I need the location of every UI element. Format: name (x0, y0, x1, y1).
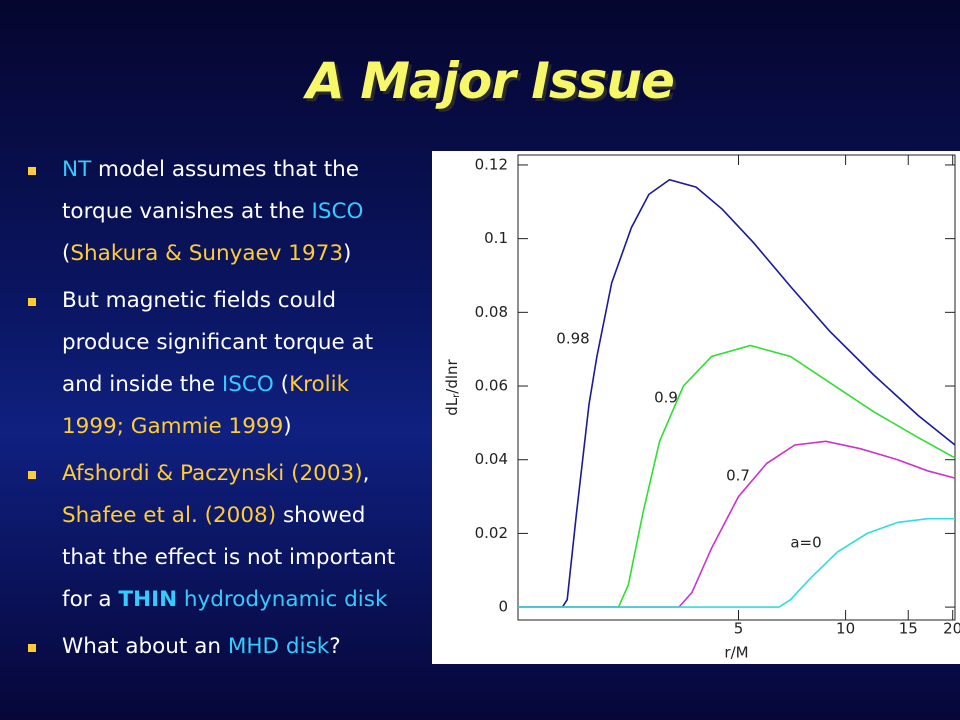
text-run: Afshordi & Paczynski (2003) (62, 461, 363, 486)
text-run: and inside the (62, 372, 222, 397)
x-tick-label: 5 (734, 620, 744, 638)
y-tick-label: 0 (498, 598, 508, 616)
text-line: What about an MHD disk? (62, 626, 438, 668)
text-run: THIN (118, 587, 178, 612)
text-run: Shafee et al. (2008) (62, 503, 277, 528)
y-tick-label: 0.02 (475, 524, 508, 542)
series-line (518, 344, 956, 608)
text-run: ? (329, 634, 341, 659)
text-line: NT model assumes that the (62, 149, 438, 191)
y-tick-label: 0.12 (475, 155, 508, 173)
text-run: ( (62, 241, 71, 266)
text-run: Shakura & Sunyaev 1973 (70, 241, 344, 266)
text-run: What about an (62, 634, 228, 659)
series-line (518, 440, 956, 608)
chart: 0 0.02 0.04 0.06 0.08 0.1 0.12 5 10 15 20 r/M dLr/dl… (443, 154, 960, 662)
series-line (518, 517, 955, 608)
x-tick-label: 10 (836, 620, 855, 638)
text-run: produce significant torque at (62, 330, 374, 355)
bullet-marker (28, 644, 36, 652)
text-run: NT (62, 157, 92, 182)
series-label: 0.7 (726, 467, 750, 485)
text-run: torque vanishes at the (62, 199, 312, 224)
y-tick-label: 0.08 (475, 303, 508, 321)
text-line: But magnetic fields could (62, 280, 438, 322)
series-label: 0.9 (654, 389, 678, 407)
text-run: model assumes that the (91, 157, 360, 182)
text-run: for a (62, 587, 119, 612)
text-run: ) (283, 414, 292, 439)
series-label: a=0 (790, 534, 821, 552)
text-line: produce significant torque at (62, 322, 438, 364)
slide-title: A Major Issue (306, 52, 675, 110)
series-label: 0.98 (556, 330, 589, 348)
text-run: that the effect is not important (62, 545, 396, 570)
bullet: Afshordi & Paczynski (2003), Shafee et al… (28, 453, 438, 621)
text-run: showed (276, 503, 366, 528)
text-run: 1999; Gammie 1999 (62, 414, 284, 439)
text-line: and inside the ISCO (Krolik (62, 364, 438, 406)
text-line: 1999; Gammie 1999) (62, 406, 438, 448)
text-run: ISCO (311, 199, 364, 224)
text-run: ( (273, 372, 290, 397)
series-line (518, 178, 956, 608)
text-run: But magnetic fields could (62, 288, 336, 313)
y-tick-label: 0.1 (484, 229, 508, 247)
text-run: Krolik (289, 372, 350, 397)
text-line: for a THIN hydrodynamic disk (62, 579, 438, 621)
y-axis-label-part: /dlnr (443, 358, 461, 393)
chart-panel: 0 0.02 0.04 0.06 0.08 0.1 0.12 5 10 15 20 r/M dLr/dl… (432, 151, 960, 664)
text-line: torque vanishes at the ISCO (62, 191, 438, 233)
bullet: But magnetic fields could produce signifi… (28, 280, 438, 448)
plot-frame (517, 154, 956, 621)
x-axis-label: r/M (724, 644, 748, 662)
text-line: Shafee et al. (2008) showed (62, 495, 438, 537)
y-axis-label-part: r (451, 393, 462, 398)
y-axis-label: dLr/dlnr (443, 358, 463, 415)
bullet: What about an MHD disk? (28, 626, 438, 668)
text-run: , (362, 461, 370, 486)
bullet-marker (28, 167, 36, 175)
text-run: ) (343, 241, 352, 266)
text-line: (Shakura & Sunyaev 1973) (62, 233, 438, 275)
y-axis-label-part: dL (443, 397, 461, 416)
y-tick-label: 0.06 (475, 377, 508, 395)
x-tick-label: 15 (899, 620, 918, 638)
y-tick-label: 0.04 (475, 450, 508, 468)
text-line: Afshordi & Paczynski (2003), (62, 453, 438, 495)
bullet-list: NT model assumes that the torque vanishes… (28, 149, 438, 673)
bullet-marker (28, 471, 36, 479)
bullet: NT model assumes that the torque vanishes… (28, 149, 438, 275)
text-run: hydrodynamic disk (177, 587, 388, 612)
text-line: that the effect is not important (62, 537, 438, 579)
text-run: MHD disk (227, 634, 330, 659)
bullet-marker (28, 298, 36, 306)
x-tick-label: 20 (943, 620, 960, 638)
text-run: ISCO (221, 372, 274, 397)
